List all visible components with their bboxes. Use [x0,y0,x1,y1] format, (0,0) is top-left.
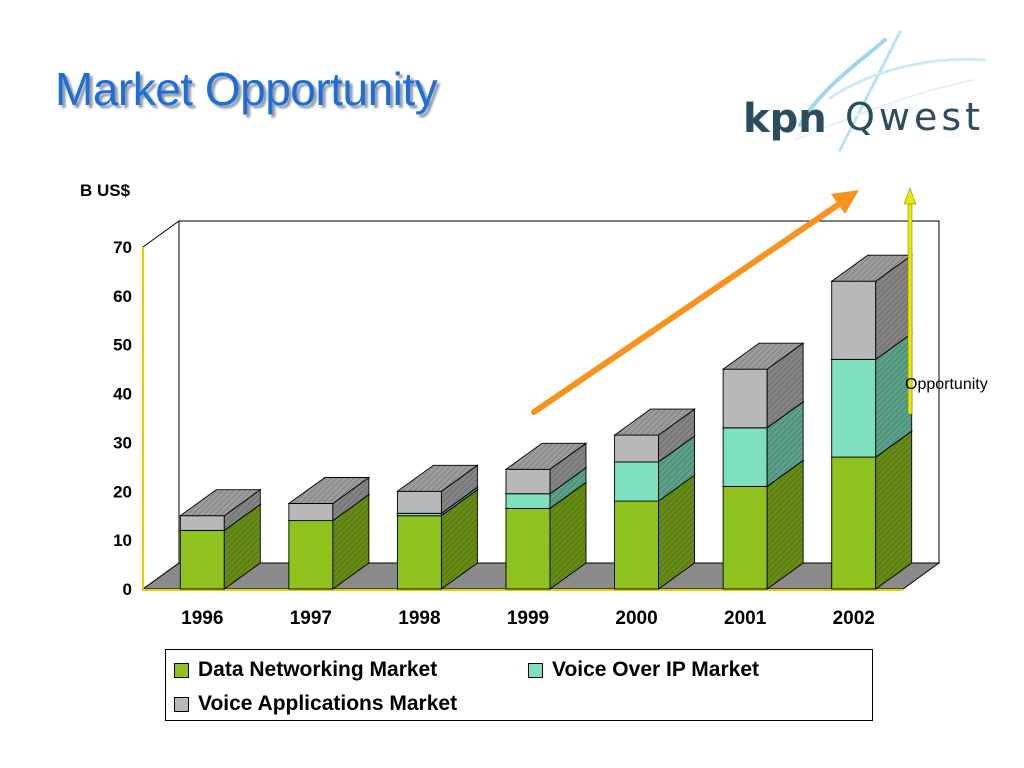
x-tick-label: 1997 [290,608,332,629]
y-tick-label: 20 [113,482,132,501]
y-tick-label: 30 [113,433,132,452]
bar-segment-voice-applications-1999 [504,442,588,495]
svg-text:Qwest: Qwest [845,95,984,139]
y-axis-unit-label: B US$ [80,181,131,200]
legend-label-voice-over-ip: Voice Over IP Market [552,658,759,681]
y-tick-label: 40 [113,385,132,404]
y-tick-label: 0 [123,580,132,599]
y-tick-label: 70 [113,238,132,257]
bar-segment-voice-applications-2002 [830,254,914,361]
chart-legend: Data Networking Market Voice Over IP Mar… [165,649,873,721]
svg-text:kpn: kpn [743,96,827,142]
legend-item-voice-over-ip: Voice Over IP Market [528,658,759,682]
y-tick-label: 60 [113,287,132,306]
bar-segment-voice-applications-2001 [721,342,805,429]
legend-item-voice-applications: Voice Applications Market [174,692,457,716]
opportunity-indicator [903,187,917,415]
x-tick-label: 2001 [724,608,767,629]
legend-label-data-networking: Data Networking Market [198,658,438,681]
bar-segment-voice-applications-2000 [613,408,696,463]
bar-segment-voice-applications-1998 [396,464,479,515]
y-tick-label: 50 [113,336,132,355]
x-tick-label: 2002 [833,608,875,629]
legend-label-voice-applications: Voice Applications Market [198,692,458,715]
slide-title: Market Opportunity [55,63,438,115]
legend-swatch-voice-over-ip [528,662,543,678]
market-chart: 0 10 20 30 40 50 60 70 1996 1997 1998 1999 2000 2001 2… [113,187,988,629]
legend-item-data-networking: Data Networking Market [174,658,437,682]
opportunity-label: Opportunity [905,376,988,393]
chart-side-wall [142,220,180,590]
y-tick-label: 10 [113,531,132,550]
legend-swatch-data-networking [174,662,189,678]
x-tick-label: 1998 [398,608,440,629]
kpnqwest-logo: kpn Qwest [743,30,987,152]
legend-swatch-voice-applications [174,696,189,712]
bar-segment-voice-applications-1997 [287,476,371,522]
x-tick-label: 2000 [615,608,657,629]
x-tick-label: 1996 [181,608,223,629]
x-tick-label: 1999 [507,608,549,629]
growth-arrow [531,190,859,415]
bar-segment-voice-applications-1996 [178,488,262,532]
